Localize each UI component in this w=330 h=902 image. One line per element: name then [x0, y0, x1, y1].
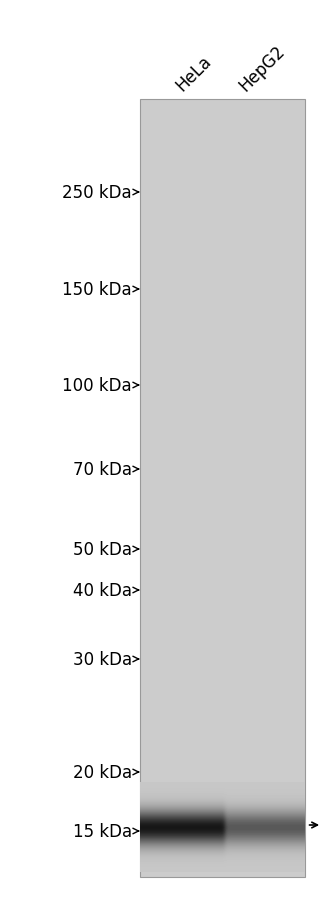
- Text: WWW.PTGLAB.COM: WWW.PTGLAB.COM: [195, 321, 224, 656]
- Text: 15 kDa: 15 kDa: [73, 822, 132, 840]
- Text: 100 kDa: 100 kDa: [62, 376, 132, 394]
- Text: HepG2: HepG2: [235, 42, 288, 95]
- Text: 70 kDa: 70 kDa: [73, 461, 132, 478]
- Text: HeLa: HeLa: [172, 52, 215, 95]
- Bar: [140, 100, 305, 877]
- Text: 20 kDa: 20 kDa: [73, 763, 132, 781]
- Text: 30 kDa: 30 kDa: [73, 650, 132, 668]
- Text: 250 kDa: 250 kDa: [62, 184, 132, 202]
- Text: 40 kDa: 40 kDa: [73, 582, 132, 599]
- Text: 50 kDa: 50 kDa: [73, 540, 132, 558]
- Text: 150 kDa: 150 kDa: [62, 281, 132, 299]
